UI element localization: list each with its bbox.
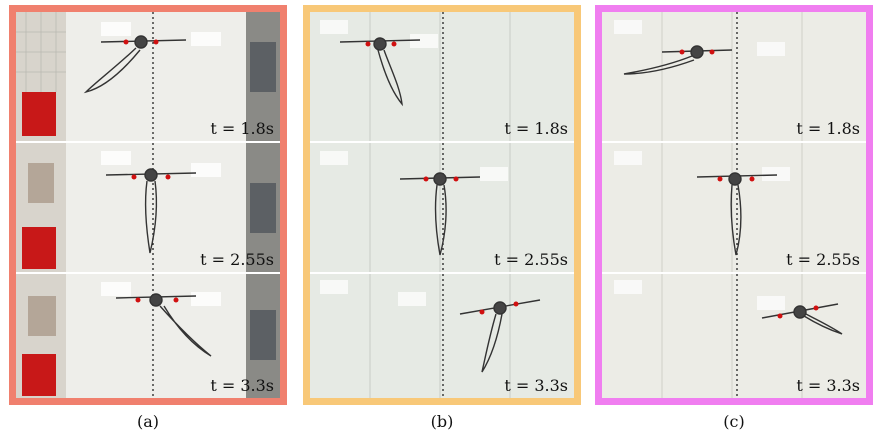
time-label: t = 1.8s bbox=[796, 119, 860, 138]
photo-a-1 bbox=[16, 12, 280, 141]
time-label: t = 2.55s bbox=[786, 250, 860, 269]
time-label: t = 2.55s bbox=[200, 250, 274, 269]
frame-a-2: t = 2.55s bbox=[16, 143, 280, 272]
photo-b-2 bbox=[310, 143, 574, 272]
frame-a-1: t = 1.8s bbox=[16, 12, 280, 141]
caption-b: (b) bbox=[430, 412, 454, 431]
frame-b-2: t = 2.55s bbox=[310, 143, 574, 272]
photo-a-2 bbox=[16, 143, 280, 272]
photo-c-1 bbox=[602, 12, 866, 141]
panel-c: t = 1.8s t = 2.55s bbox=[595, 5, 873, 405]
caption-a: (a) bbox=[136, 412, 160, 431]
photo-b-1 bbox=[310, 12, 574, 141]
time-label: t = 2.55s bbox=[494, 250, 568, 269]
panel-b: t = 1.8s t = 2.55s bbox=[303, 5, 581, 405]
photo-c-2 bbox=[602, 143, 866, 272]
frame-c-2: t = 2.55s bbox=[602, 143, 866, 272]
frame-c-3: t = 3.3s bbox=[602, 274, 866, 398]
photo-c-3 bbox=[602, 274, 866, 398]
photo-a-3 bbox=[16, 274, 280, 398]
photo-b-3 bbox=[310, 274, 574, 398]
time-label: t = 3.3s bbox=[504, 376, 568, 395]
time-label: t = 1.8s bbox=[504, 119, 568, 138]
frame-b-1: t = 1.8s bbox=[310, 12, 574, 141]
frame-b-3: t = 3.3s bbox=[310, 274, 574, 398]
caption-c: (c) bbox=[723, 412, 745, 431]
time-label: t = 1.8s bbox=[210, 119, 274, 138]
time-label: t = 3.3s bbox=[796, 376, 860, 395]
frame-c-1: t = 1.8s bbox=[602, 12, 866, 141]
panel-a: t = 1.8s t = 2.55s bbox=[9, 5, 287, 405]
time-label: t = 3.3s bbox=[210, 376, 274, 395]
frame-a-3: t = 3.3s bbox=[16, 274, 280, 398]
